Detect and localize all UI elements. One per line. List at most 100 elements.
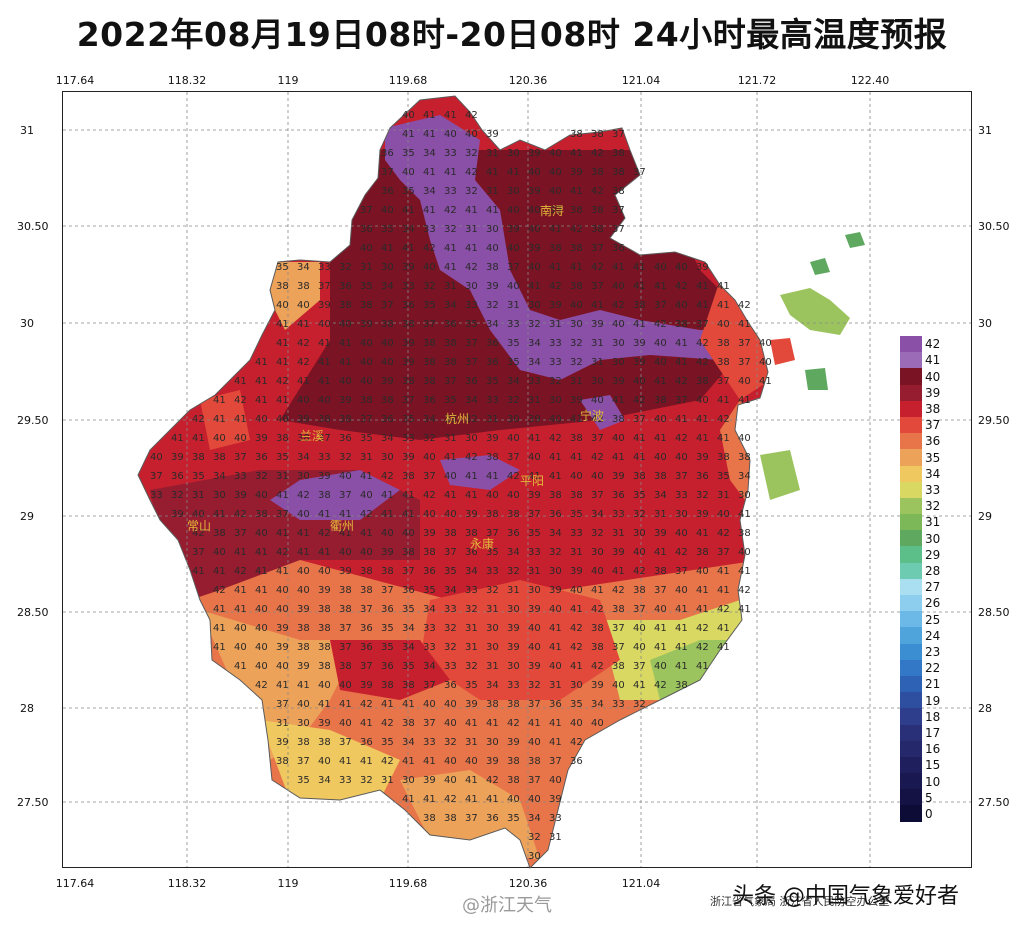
grid-value: 33: [465, 585, 478, 596]
grid-value: 38: [675, 680, 688, 691]
grid-value: 34: [381, 281, 394, 292]
grid-value: 41: [318, 338, 331, 349]
legend-label: 28: [925, 563, 941, 578]
grid-value: 34: [423, 661, 436, 672]
grid-value: 42: [444, 205, 457, 216]
grid-value: 38: [444, 357, 457, 368]
grid-value: 40: [276, 604, 289, 615]
grid-value: 34: [444, 585, 457, 596]
grid-value: 32: [696, 490, 709, 501]
grid-value: 35: [423, 585, 436, 596]
grid-value: 42: [255, 680, 268, 691]
legend-swatch: [900, 433, 922, 450]
grid-value: 37: [339, 490, 352, 501]
grid-value: 35: [381, 623, 394, 634]
grid-value: 42: [234, 395, 247, 406]
grid-value: 42: [465, 110, 478, 121]
grid-value: 30: [213, 490, 226, 501]
grid-value: 42: [696, 623, 709, 634]
grid-value: 38: [507, 509, 520, 520]
grid-value: 31: [570, 547, 583, 558]
grid-value: 38: [423, 357, 436, 368]
grid-value: 41: [717, 281, 730, 292]
grid-value: 41: [276, 566, 289, 577]
grid-value: 39: [549, 794, 562, 805]
grid-value: 40: [423, 262, 436, 273]
grid-value: 38: [486, 509, 499, 520]
grid-value: 33: [570, 528, 583, 539]
grid-value: 41: [612, 262, 625, 273]
grid-value: 40: [381, 205, 394, 216]
grid-value: 31: [654, 509, 667, 520]
grid-value: 42: [612, 585, 625, 596]
grid-value: 38: [339, 414, 352, 425]
place-label: 常山: [187, 519, 211, 533]
grid-value: 42: [591, 452, 604, 463]
grid-value: 31: [276, 718, 289, 729]
grid-value: 32: [465, 661, 478, 672]
grid-value: 42: [717, 604, 730, 615]
grid-value: 41: [444, 110, 457, 121]
grid-value: 37: [465, 338, 478, 349]
x-tick-top: 119: [277, 74, 299, 87]
grid-value: 39: [696, 452, 709, 463]
x-tick-bottom: 118.32: [167, 877, 207, 890]
grid-value: 37: [381, 300, 394, 311]
grid-value: 33: [339, 775, 352, 786]
grid-value: 31: [486, 661, 499, 672]
grid-value: 38: [318, 661, 331, 672]
grid-value: 33: [318, 262, 331, 273]
y-tick-right: 30.50: [978, 220, 1010, 233]
legend-swatch: [900, 692, 922, 709]
grid-value: 35: [444, 395, 457, 406]
grid-value: 39: [318, 585, 331, 596]
grid-value: 33: [423, 224, 436, 235]
grid-value: 32: [633, 509, 646, 520]
grid-value: 40: [507, 243, 520, 254]
grid-value: 42: [423, 243, 436, 254]
grid-value: 32: [570, 338, 583, 349]
grid-value: 35: [402, 414, 415, 425]
grid-value: 42: [591, 661, 604, 672]
grid-value: 39: [486, 433, 499, 444]
grid-value: 37: [612, 642, 625, 653]
grid-value: 40: [318, 319, 331, 330]
grid-value: 42: [570, 737, 583, 748]
grid-value: 41: [381, 243, 394, 254]
grid-value: 41: [654, 547, 667, 558]
grid-value: 42: [297, 338, 310, 349]
grid-value: 40: [675, 452, 688, 463]
grid-value: 32: [486, 585, 499, 596]
grid-value: 39: [654, 528, 667, 539]
grid-value: 42: [591, 186, 604, 197]
grid-value: 40: [696, 395, 709, 406]
grid-value: 34: [486, 680, 499, 691]
grid-value: 38: [402, 718, 415, 729]
grid-value: 32: [549, 376, 562, 387]
grid-value: 31: [507, 585, 520, 596]
grid-value: 38: [423, 376, 436, 387]
grid-value: 41: [612, 452, 625, 463]
grid-value: 40: [633, 623, 646, 634]
grid-value: 41: [696, 585, 709, 596]
grid-value: 41: [570, 452, 583, 463]
grid-value: 33: [486, 566, 499, 577]
grid-value: 40: [381, 528, 394, 539]
grid-value: 41: [381, 490, 394, 501]
grid-value: 39: [696, 509, 709, 520]
grid-value: 41: [528, 718, 541, 729]
grid-value: 42: [465, 452, 478, 463]
grid-value: 42: [591, 604, 604, 615]
grid-value: 41: [738, 509, 751, 520]
grid-value: 37: [612, 205, 625, 216]
grid-value: 38: [402, 376, 415, 387]
grid-value: 41: [675, 642, 688, 653]
grid-value: 31: [444, 281, 457, 292]
y-tick-left: 28.50: [17, 606, 49, 619]
watermark: 头条 @中国气象爱好者: [732, 884, 959, 909]
grid-value: 40: [738, 547, 751, 558]
grid-value: 37: [402, 566, 415, 577]
grid-value: 42: [507, 718, 520, 729]
grid-value: 39: [591, 319, 604, 330]
grid-value: 38: [612, 167, 625, 178]
